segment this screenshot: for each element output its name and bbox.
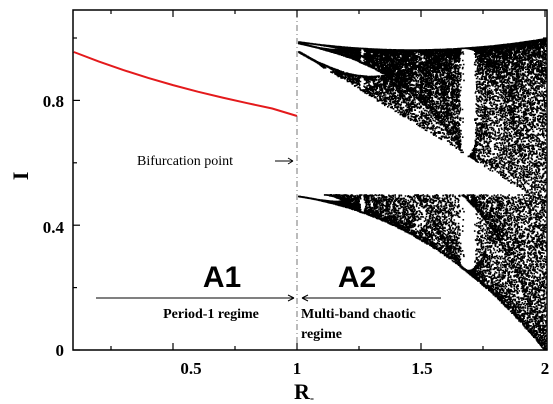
x-axis-label-subscript: - <box>310 391 314 404</box>
bifurcation-arrowhead <box>287 157 294 165</box>
x-axis-label-main: R <box>294 379 311 404</box>
y-tick-label: 0.4 <box>43 218 65 237</box>
regime-1-label: Period-1 regime <box>163 307 259 322</box>
regime-2-arrowhead <box>301 294 309 302</box>
x-tick-label: 0.5 <box>180 359 201 378</box>
axis-ticks <box>73 10 547 351</box>
plot-frame <box>72 9 548 351</box>
x-axis-label: R- <box>294 379 314 404</box>
bifurcation-annotation: Bifurcation point <box>137 154 233 169</box>
y-tick-label: 0.8 <box>43 92 64 111</box>
period-1-curve <box>73 51 298 117</box>
x-tick-label: 1.5 <box>411 359 432 378</box>
region-a2-label: A2 <box>338 261 376 294</box>
chaotic-scatter-points <box>298 38 548 351</box>
region-a1-label: A1 <box>203 261 241 294</box>
x-tick-label: 1 <box>293 359 302 378</box>
regime-2-label-line2: regime <box>301 327 342 342</box>
y-tick-label: 0 <box>56 341 65 360</box>
regime-2-label-line1: Multi-band chaotic <box>301 307 416 322</box>
x-tick-label: 2 <box>541 359 550 378</box>
chaotic-scatter-layer <box>298 38 548 351</box>
y-axis-label: I <box>8 172 33 181</box>
regime-1-arrowhead <box>287 294 295 302</box>
